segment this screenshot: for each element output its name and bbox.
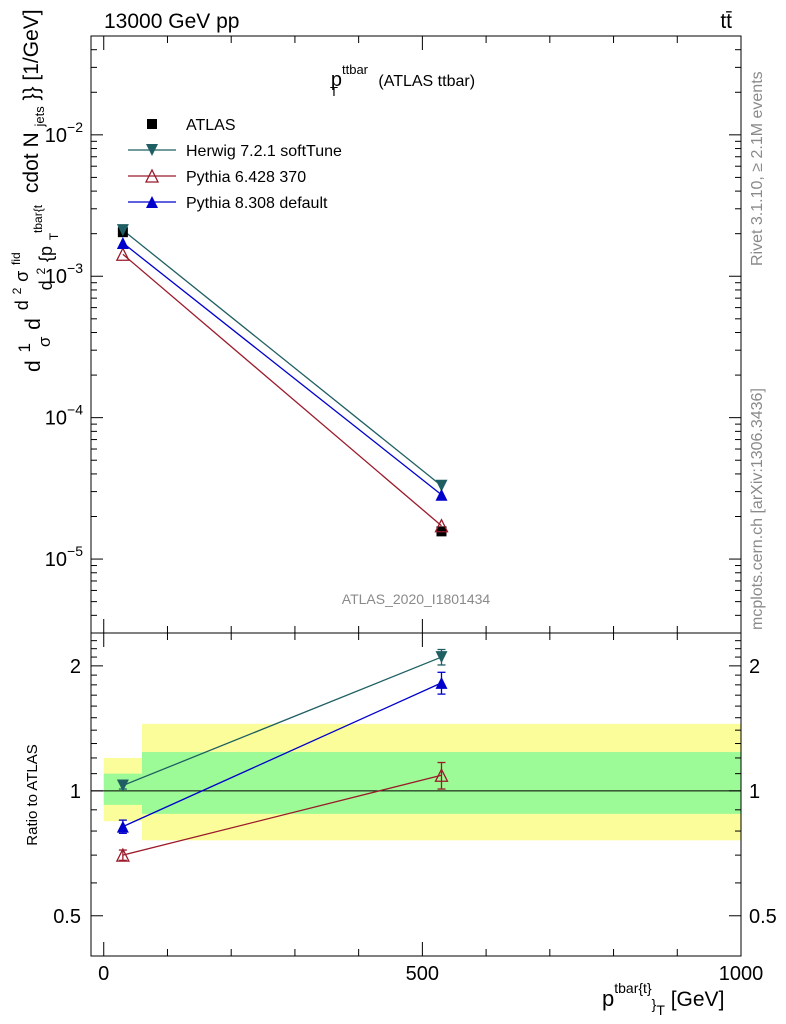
ratio-ytick-label: 2 bbox=[70, 656, 81, 678]
ylabel-p9: 2 bbox=[34, 268, 48, 275]
main-line-1 bbox=[122, 229, 442, 487]
rivet-label: Rivet 3.1.10, ≥ 2.1M events bbox=[749, 71, 766, 266]
ylabel-p2: σ bbox=[35, 336, 54, 347]
ratio-point-0-1 bbox=[435, 651, 448, 664]
xtick-label: 500 bbox=[406, 963, 439, 985]
header-right: tt̄ bbox=[720, 10, 732, 33]
legend-marker-2 bbox=[144, 168, 160, 183]
title-sub: T bbox=[330, 84, 338, 99]
svg-text:d 1 σ: d 1 σ d d 2 σ fid d 2 {p T tbar{t cdot N… bbox=[2, 9, 63, 372]
header-left: 13000 GeV pp bbox=[104, 10, 239, 33]
ylabel-p4: d bbox=[12, 300, 32, 310]
xlabel: ptbar{t}}T [GeV] bbox=[602, 980, 724, 1018]
legend: ATLAS Herwig 7.2.1 softTune Pythia 6.428 3… bbox=[128, 117, 342, 212]
legend-marker-1 bbox=[146, 144, 158, 156]
watermark: ATLAS_2020_I1801434 bbox=[342, 591, 491, 607]
legend-label-3: Pythia 8.308 default bbox=[186, 195, 328, 212]
mcplots-label: mcplots.cern.ch [arXiv:1306.3436] bbox=[749, 388, 766, 630]
ylabel-p11: T bbox=[47, 232, 61, 240]
ratio-bands bbox=[103, 723, 741, 841]
ratio-ytick-label-right: 1 bbox=[749, 781, 760, 803]
legend-label-0: ATLAS bbox=[186, 117, 236, 134]
ratio-ytick-label-right: 0.5 bbox=[749, 906, 777, 928]
main-point-2-1 bbox=[434, 518, 449, 533]
xlabel-p: p bbox=[602, 986, 614, 1011]
ylabel-p3: d bbox=[22, 318, 45, 330]
main-point-2-0 bbox=[115, 246, 130, 261]
title-sup: ttbar bbox=[342, 62, 369, 77]
ratio-frame bbox=[90, 632, 742, 957]
ylabel-p5: 2 bbox=[10, 287, 24, 294]
ratio-line-2 bbox=[122, 682, 442, 828]
ratio-ylabel: Ratio to ATLAS bbox=[24, 744, 41, 845]
ylabel-p0: d bbox=[22, 360, 45, 372]
xlabel-sup: tbar{t} bbox=[614, 980, 652, 996]
ratio-ticks bbox=[91, 632, 742, 957]
ylabel-p13: cdot N bbox=[20, 132, 43, 193]
ratio-point-0-0 bbox=[116, 779, 129, 792]
main-ylabel: d 1 σ d d 2 σ fid d 2 {p T tbar{t cdot N… bbox=[2, 9, 63, 372]
ratio-panel: 0.5 0.5 1 1 2 2 0 500 1000 Ratio to ATLAS ptbar… bbox=[24, 632, 777, 1018]
main-point-3-1 bbox=[435, 488, 448, 501]
xlabel-sub2: T bbox=[656, 1002, 665, 1018]
ylabel-p8: d bbox=[36, 280, 56, 290]
legend-label-1: Herwig 7.2.1 softTune bbox=[186, 143, 342, 160]
ratio-series bbox=[115, 648, 449, 862]
xtick-labels: 0 500 1000 bbox=[98, 963, 763, 985]
main-ticks bbox=[91, 35, 742, 634]
ylabel-p7: fid bbox=[9, 252, 23, 265]
ratio-point-1-1 bbox=[434, 767, 449, 782]
main-panel: 10−5 10−4 10−3 10−2 pttbar T (ATLAS ttbar) A… bbox=[2, 9, 742, 634]
ylabel-p15: }} [1/GeV] bbox=[20, 9, 43, 100]
main-point-3-0 bbox=[116, 236, 129, 249]
legend-label-2: Pythia 6.428 370 bbox=[186, 169, 306, 186]
ylabel-p14: jets bbox=[32, 106, 47, 128]
xtick-label: 0 bbox=[98, 963, 109, 985]
main-ytick-label: 10−4 bbox=[45, 402, 83, 430]
title-rest: (ATLAS ttbar) bbox=[374, 73, 475, 90]
main-line-3 bbox=[122, 242, 442, 496]
main-ytick-label: 10−3 bbox=[45, 260, 83, 288]
ratio-point-2-0 bbox=[116, 820, 129, 833]
main-point-1-0 bbox=[116, 224, 129, 237]
main-title: pttbar T (ATLAS ttbar) bbox=[330, 62, 475, 99]
ratio-line-0 bbox=[122, 656, 442, 787]
ylabel-p10: {p bbox=[36, 246, 56, 262]
title-p: p bbox=[331, 69, 342, 91]
legend-marker-3 bbox=[146, 196, 158, 208]
main-point-1-1 bbox=[435, 479, 448, 492]
ylabel-p6: σ bbox=[12, 271, 32, 282]
main-ytick-label: 10−2 bbox=[45, 119, 83, 147]
ratio-ytick-labels: 0.5 0.5 1 1 2 2 bbox=[53, 656, 777, 928]
main-series bbox=[115, 224, 449, 537]
ratio-line-1 bbox=[122, 774, 442, 856]
ratio-point-1-0 bbox=[115, 847, 130, 862]
ratio-ytick-label: 0.5 bbox=[53, 906, 81, 928]
main-ytick-labels: 10−5 10−4 10−3 10−2 bbox=[45, 119, 83, 571]
ratio-ytick-label: 1 bbox=[70, 781, 81, 803]
ylabel-p1: 1 bbox=[15, 343, 34, 352]
xlabel-rest: [GeV] bbox=[665, 988, 725, 1011]
main-line-2 bbox=[122, 253, 442, 527]
legend-marker-0 bbox=[147, 119, 157, 129]
xtick-label: 1000 bbox=[719, 963, 764, 985]
main-ytick-label: 10−5 bbox=[45, 543, 83, 571]
ratio-point-2-1 bbox=[435, 676, 448, 689]
ratio-ytick-label-right: 2 bbox=[749, 656, 760, 678]
ylabel-p12: tbar{t bbox=[31, 204, 45, 233]
xlabel-sub: } bbox=[652, 996, 657, 1012]
